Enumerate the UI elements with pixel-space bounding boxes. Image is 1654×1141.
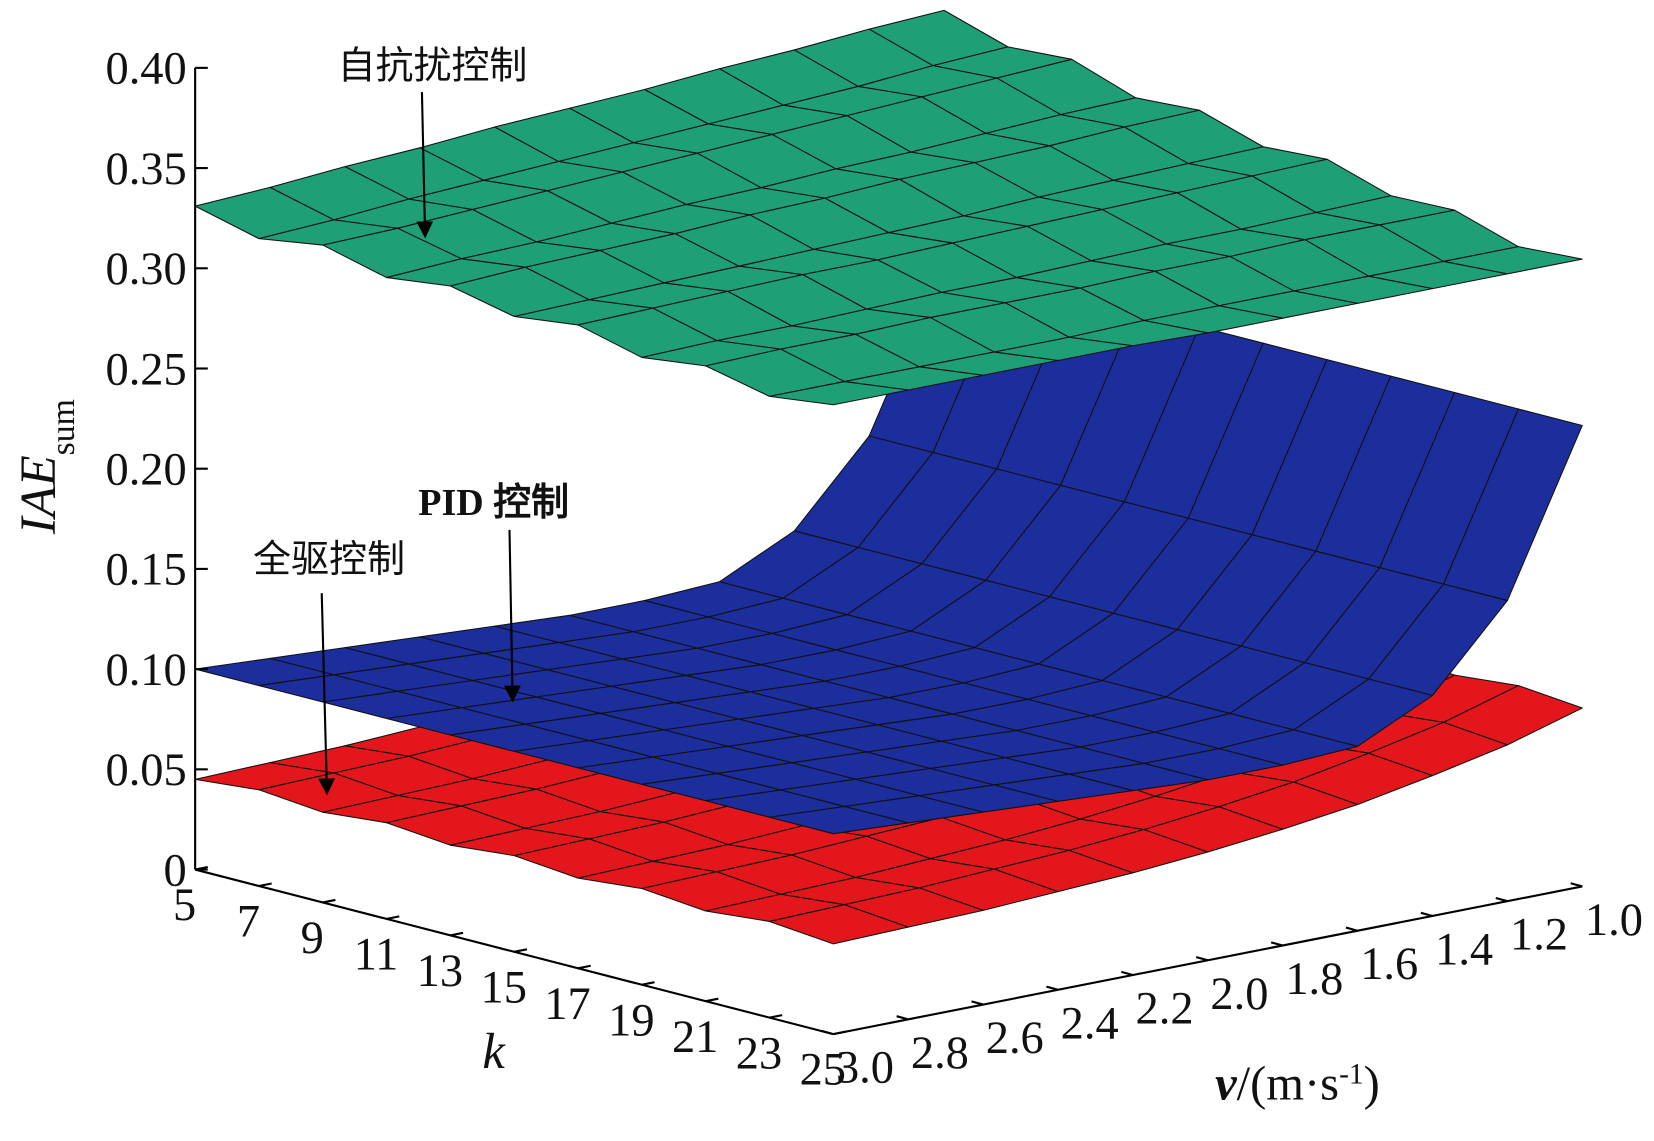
k-tick-label: 21: [672, 1012, 718, 1063]
z-tick-label: 0.20: [105, 445, 186, 496]
v-tick: [1121, 970, 1134, 977]
k-tick: [258, 882, 272, 888]
k-tick: [450, 931, 464, 937]
v-tick-label: 2.0: [1210, 969, 1268, 1020]
k-tick: [769, 1014, 783, 1019]
v-tick-label: 3.0: [836, 1043, 894, 1094]
k-tick: [514, 948, 528, 953]
v-tick-label: 2.2: [1136, 984, 1194, 1035]
z-tick-label: 0.15: [105, 545, 186, 596]
annotation-arrow: [503, 529, 521, 703]
k-tick-label: 19: [608, 995, 654, 1046]
annotation-arrow: [416, 92, 434, 239]
v-label-unit: /(m·s: [1237, 1058, 1339, 1111]
surface: [194, 9, 1583, 406]
k-tick-label: 9: [301, 913, 324, 964]
k-tick: [322, 898, 336, 904]
z-tick-label: 0.30: [105, 244, 186, 295]
v-tick: [1270, 941, 1283, 947]
v-tick: [1570, 882, 1583, 888]
z-tick-label: 0.25: [105, 344, 186, 395]
z-axis-label: IAEsum: [10, 399, 82, 535]
surface-patch: [768, 805, 909, 835]
v-tick-label: 1.8: [1285, 954, 1343, 1005]
v-tick-label: 1.4: [1435, 924, 1493, 975]
k-tick-label: 23: [736, 1028, 782, 1079]
k-axis-label: k: [482, 1023, 506, 1079]
v-label-end: ): [1364, 1058, 1380, 1111]
v-tick: [896, 1015, 909, 1021]
v-tick: [1420, 911, 1433, 917]
z-label-sub: sum: [44, 399, 81, 455]
v-tick: [1046, 985, 1059, 991]
z-tick-label: 0: [164, 845, 187, 896]
surfaces: [194, 9, 1583, 945]
k-tick-label: 25: [800, 1045, 846, 1096]
k-tick-label: 15: [480, 962, 526, 1013]
z-tick-label: 0.35: [105, 144, 186, 195]
k-tick-label: 13: [417, 946, 463, 997]
v-tick-label: 1.6: [1360, 939, 1418, 990]
v-label-main: v: [1215, 1058, 1237, 1111]
v-tick-label: 1.2: [1510, 910, 1568, 961]
z-label-main: IAE: [10, 455, 66, 535]
k-tick: [833, 1030, 847, 1036]
surface-patch: [768, 904, 909, 945]
z-tick-label: 0.05: [105, 745, 186, 796]
z-tick-label: 0.40: [105, 44, 186, 95]
annotation: PID 控制: [418, 482, 569, 524]
k-tick-label: 11: [354, 930, 399, 981]
v-label-sup: -1: [1339, 1059, 1364, 1091]
surface-patch: [768, 381, 909, 406]
annotation: 自抗扰控制: [338, 45, 528, 87]
annotation: 全驱控制: [253, 539, 405, 581]
z-tick-label: 0.10: [105, 645, 186, 696]
k-tick: [194, 865, 209, 871]
v-tick-label: 2.8: [911, 1028, 969, 1079]
k-axis: [194, 868, 834, 1036]
v-tick-label: 2.6: [986, 1013, 1044, 1064]
v-axis-label: v/(m·s-1): [1215, 1058, 1380, 1111]
v-tick: [971, 1000, 984, 1006]
k-tick-label: 5: [173, 880, 196, 931]
surface: [194, 260, 1583, 835]
k-tick-label: 7: [237, 897, 260, 948]
axes: 0 0.05 0.10 0.15 0.20 0.25 0.30 0.35 0.40 5 7 9 11 13…: [105, 44, 1642, 1096]
k-tick: [641, 981, 655, 986]
v-tick: [1495, 897, 1508, 903]
v-tick-label: 1.0: [1585, 895, 1643, 946]
v-tick-label: 2.4: [1061, 998, 1119, 1049]
k-tick: [705, 997, 719, 1003]
k-tick: [577, 964, 591, 970]
annotation-arrow: [318, 593, 336, 796]
k-tick-label: 17: [544, 979, 590, 1030]
v-tick: [821, 1029, 834, 1036]
v-tick: [1345, 926, 1358, 932]
k-tick: [386, 915, 400, 920]
v-tick: [1195, 956, 1209, 962]
